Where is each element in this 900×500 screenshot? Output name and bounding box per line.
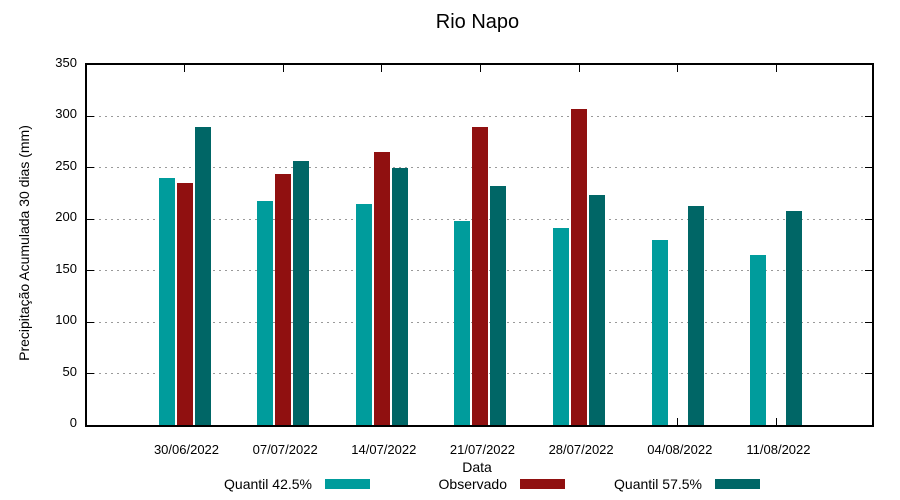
y-tick-label: 350 — [55, 55, 77, 70]
y-tick-mark-right — [865, 218, 872, 220]
bar — [194, 126, 211, 425]
bar — [687, 205, 704, 425]
bar — [490, 186, 507, 425]
y-tick-mark-left — [87, 218, 94, 220]
y-tick-mark-right — [865, 115, 872, 117]
x-tick-mark-bottom — [775, 418, 777, 425]
y-tick-mark-right — [865, 321, 872, 323]
x-tick-label: 14/07/2022 — [351, 442, 417, 457]
bar — [786, 211, 803, 425]
x-tick-mark-top — [479, 65, 481, 72]
bar — [391, 167, 408, 425]
legend-item: Observado — [305, 475, 565, 493]
bar — [158, 178, 175, 425]
bar — [275, 174, 292, 425]
legend-item: Quantil 42.5% — [110, 475, 370, 493]
legend-label: Quantil 57.5% — [614, 476, 702, 492]
bar — [355, 203, 372, 425]
gridline — [87, 115, 872, 117]
plot-inner — [87, 65, 872, 425]
bar — [373, 152, 390, 425]
y-tick-mark-left — [87, 167, 94, 169]
x-tick-label: 21/07/2022 — [449, 442, 515, 457]
x-tick-mark-bottom — [677, 418, 679, 425]
y-tick-label: 200 — [55, 209, 77, 225]
legend-label: Observado — [438, 476, 507, 492]
bar — [293, 160, 310, 425]
x-tick-mark-top — [578, 65, 580, 72]
x-tick-mark-top — [381, 65, 383, 72]
x-tick-mark-top — [775, 65, 777, 72]
x-tick-mark-top — [184, 65, 185, 72]
x-tick-label: 07/07/2022 — [252, 442, 318, 457]
y-tick-mark-left — [87, 115, 94, 117]
legend-swatch — [715, 479, 760, 489]
y-tick-mark-left — [87, 373, 94, 375]
x-tick-mark-top — [677, 65, 679, 72]
y-tick-mark-right — [865, 270, 872, 272]
bar — [553, 227, 570, 425]
x-tick-label: 11/08/2022 — [746, 442, 811, 457]
bar — [589, 194, 606, 425]
plot-area — [85, 63, 874, 427]
y-tick-mark-right — [865, 167, 872, 169]
y-tick-mark-left — [87, 321, 94, 323]
y-tick-label: 250 — [55, 157, 77, 173]
bar — [472, 126, 489, 425]
y-tick-label: 0 — [69, 415, 77, 430]
legend-swatch — [520, 479, 565, 489]
bar — [257, 200, 274, 425]
legend-swatch — [325, 479, 370, 489]
x-tick-label: 04/08/2022 — [647, 442, 713, 457]
x-axis-label: Data — [462, 459, 492, 475]
y-tick-label: 150 — [55, 260, 77, 276]
y-tick-label: 50 — [62, 363, 77, 379]
chart-title: Rio Napo — [435, 11, 520, 33]
bar — [454, 221, 471, 425]
y-tick-label: 300 — [55, 106, 77, 122]
bar — [750, 255, 767, 425]
x-tick-label: 28/07/2022 — [548, 442, 614, 457]
x-tick-label: 30/06/2022 — [153, 442, 220, 457]
x-tick-mark-top — [282, 65, 284, 72]
bar — [651, 239, 668, 425]
y-tick-mark-left — [87, 270, 94, 272]
legend-label: Quantil 42.5% — [224, 476, 312, 492]
bar — [176, 183, 193, 425]
legend-item: Quantil 57.5% — [500, 475, 760, 493]
bar — [571, 109, 588, 425]
y-tick-label: 100 — [55, 312, 77, 328]
y-tick-mark-right — [865, 373, 872, 375]
